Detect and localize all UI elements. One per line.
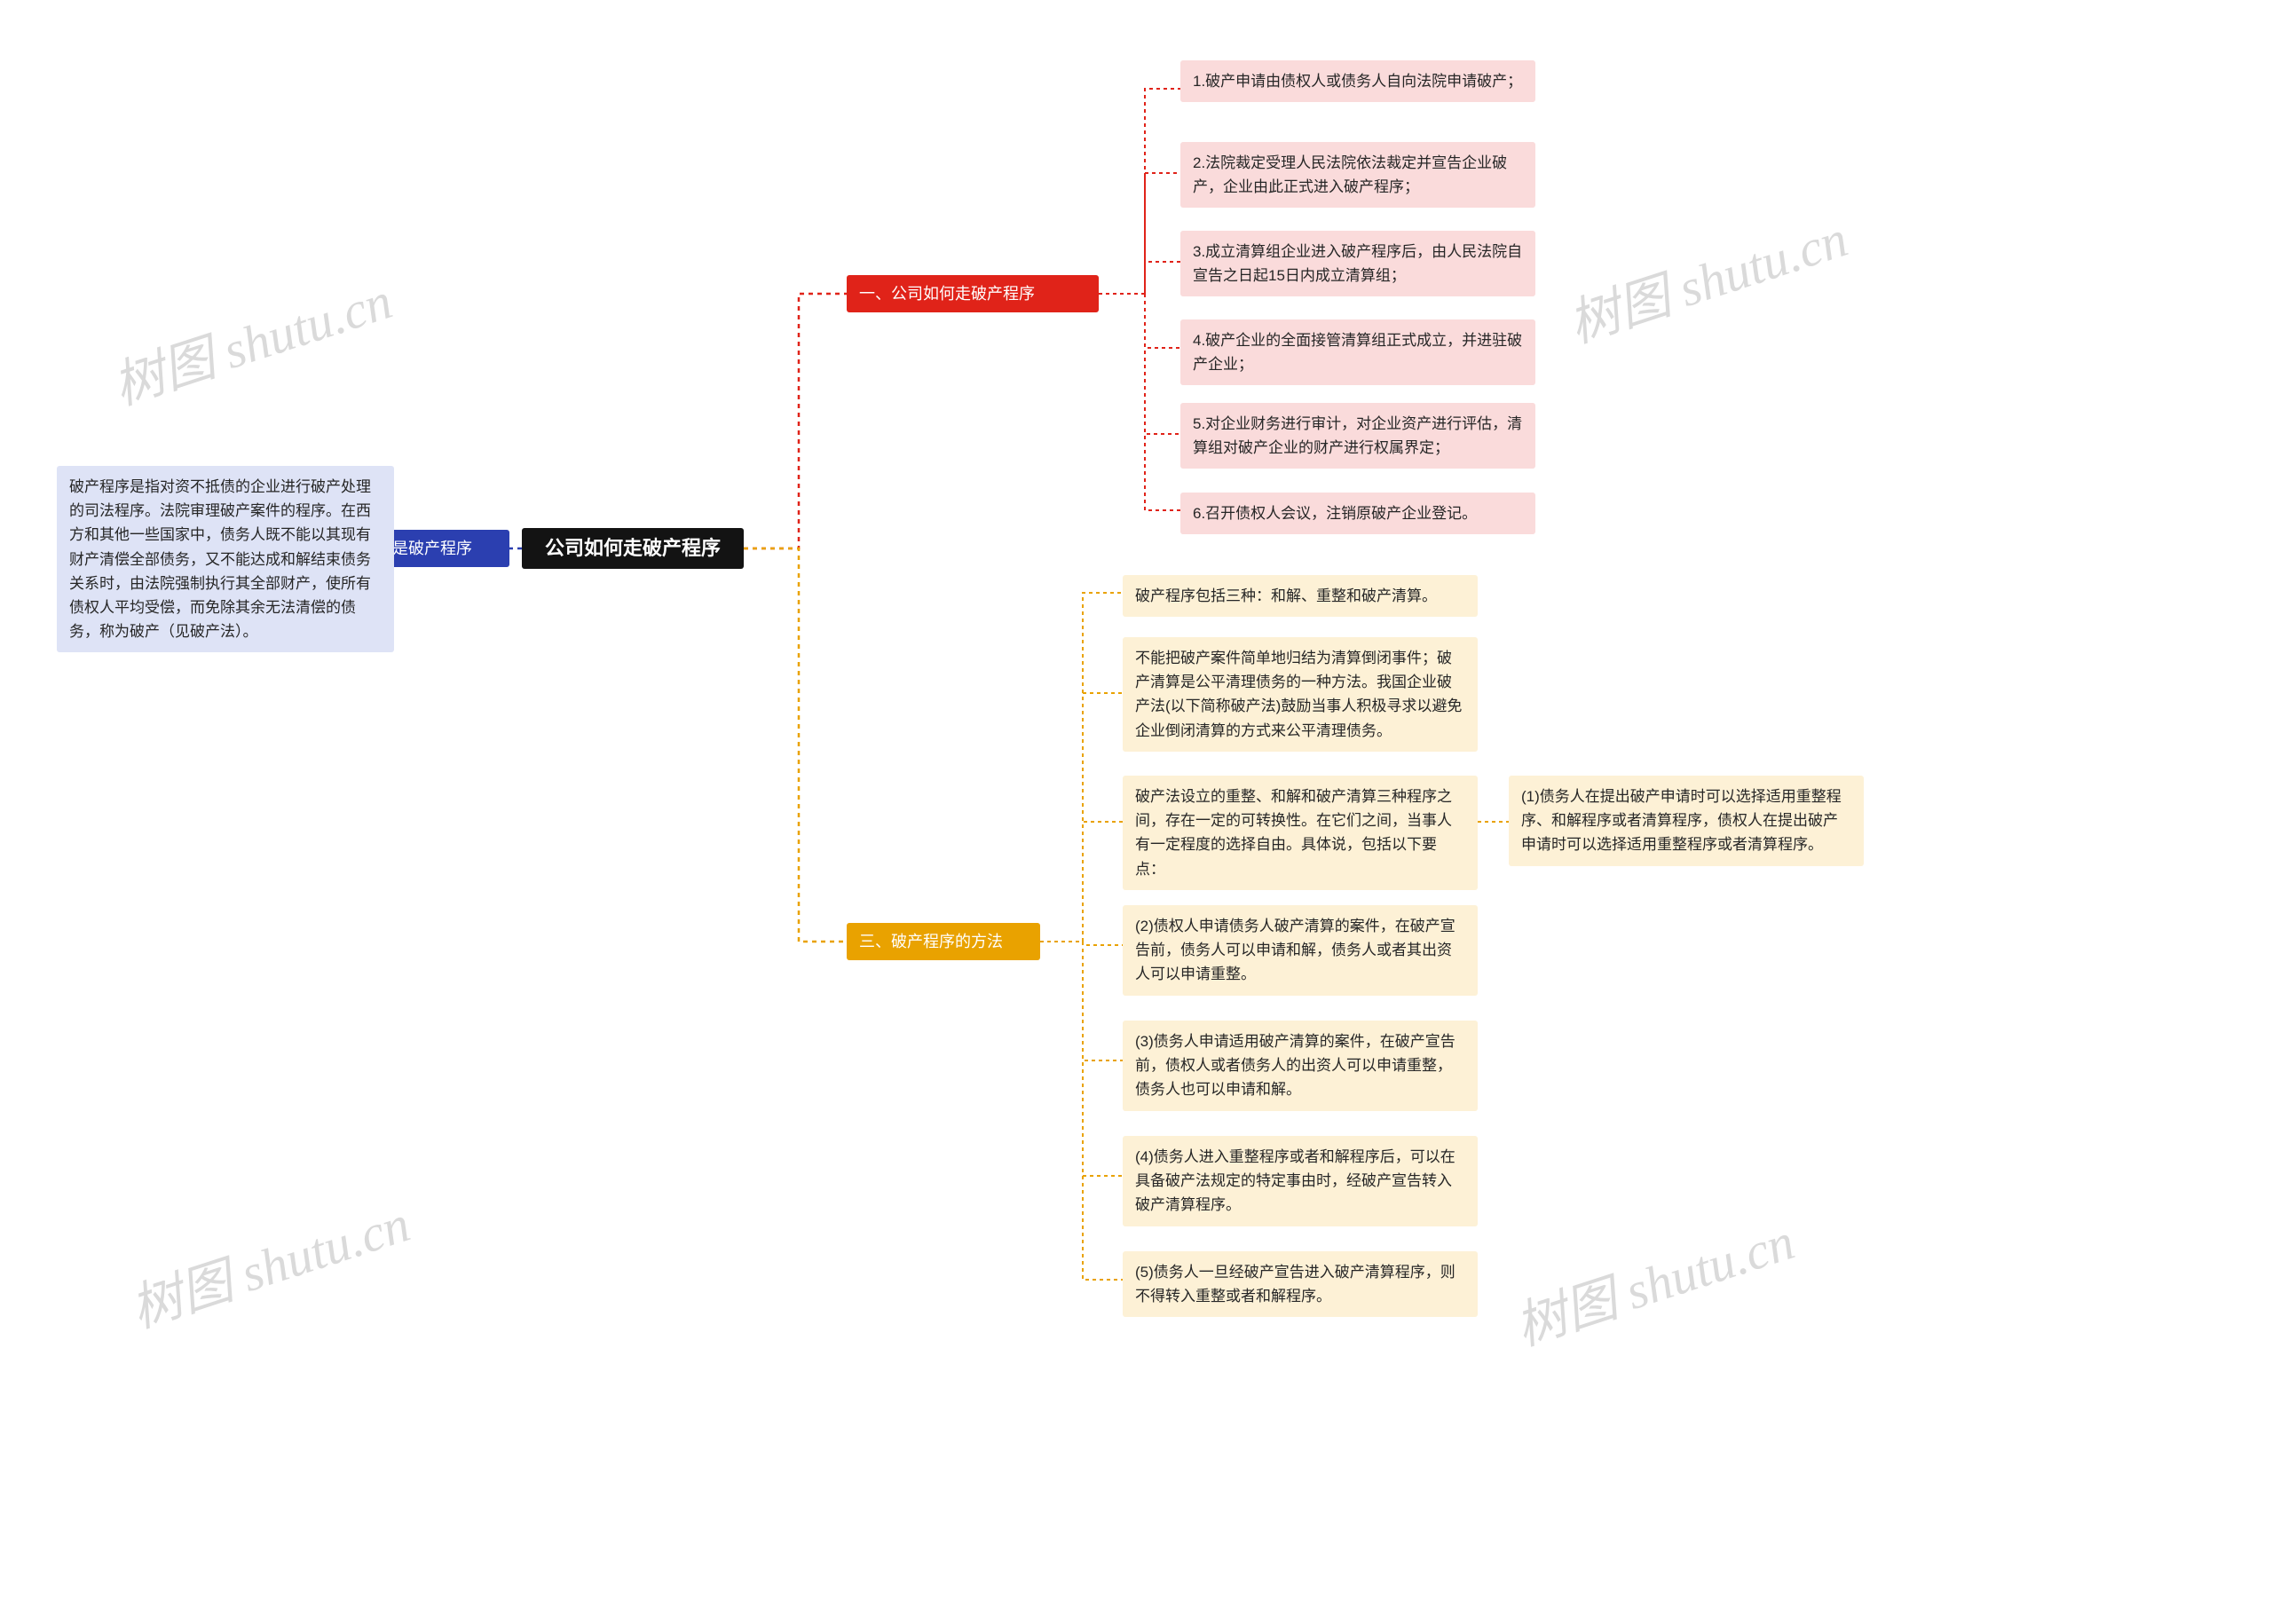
branch-2-child-1[interactable]: 破产程序是指对资不抵债的企业进行破产处理的司法程序。法院审理破产案件的程序。在西… (57, 466, 394, 652)
branch-1-child-1[interactable]: 1.破产申请由债权人或债务人自向法院申请破产； (1180, 60, 1535, 102)
branch-3-child-4[interactable]: (2)债权人申请债务人破产清算的案件，在破产宣告前，债务人可以申请和解，债务人或… (1123, 905, 1478, 996)
branch-1-child-3[interactable]: 3.成立清算组企业进入破产程序后，由人民法院自宣告之日起15日内成立清算组； (1180, 231, 1535, 296)
branch-1-child-2[interactable]: 2.法院裁定受理人民法院依法裁定并宣告企业破产，企业由此正式进入破产程序； (1180, 142, 1535, 208)
branch-1-child-5[interactable]: 5.对企业财务进行审计，对企业资产进行评估，清算组对破产企业的财产进行权属界定； (1180, 403, 1535, 469)
watermark: 树图 shutu.cn (102, 259, 399, 419)
branch-1[interactable]: 一、公司如何走破产程序 (847, 275, 1099, 312)
branch-3-child-6[interactable]: (4)债务人进入重整程序或者和解程序后，可以在具备破产法规定的特定事由时，经破产… (1123, 1136, 1478, 1226)
branch-3-child-1[interactable]: 破产程序包括三种：和解、重整和破产清算。 (1123, 575, 1478, 617)
branch-3-child-7[interactable]: (5)债务人一旦经破产宣告进入破产清算程序，则不得转入重整或者和解程序。 (1123, 1251, 1478, 1317)
branch-1-child-6[interactable]: 6.召开债权人会议，注销原破产企业登记。 (1180, 493, 1535, 534)
branch-3[interactable]: 三、破产程序的方法 (847, 923, 1040, 960)
branch-1-child-4[interactable]: 4.破产企业的全面接管清算组正式成立，并进驻破产企业； (1180, 319, 1535, 385)
watermark: 树图 shutu.cn (1504, 1200, 1802, 1360)
mindmap-root[interactable]: 公司如何走破产程序 (522, 528, 744, 569)
branch-3-child-3[interactable]: 破产法设立的重整、和解和破产清算三种程序之间，存在一定的可转换性。在它们之间，当… (1123, 776, 1478, 890)
branch-3-child-2[interactable]: 不能把破产案件简单地归结为清算倒闭事件；破产清算是公平清理债务的一种方法。我国企… (1123, 637, 1478, 752)
branch-3-child-5[interactable]: (3)债务人申请适用破产清算的案件，在破产宣告前，债权人或者债务人的出资人可以申… (1123, 1021, 1478, 1111)
branch-3-child-3a[interactable]: (1)债务人在提出破产申请时可以选择适用重整程序、和解程序或者清算程序，债权人在… (1509, 776, 1864, 866)
watermark: 树图 shutu.cn (120, 1182, 417, 1342)
watermark: 树图 shutu.cn (1558, 197, 1855, 357)
